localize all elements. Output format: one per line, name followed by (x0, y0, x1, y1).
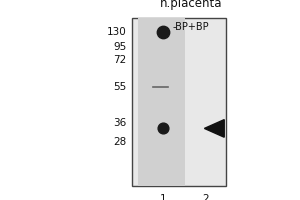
Text: 28: 28 (113, 137, 127, 147)
Text: 130: 130 (107, 27, 127, 37)
Point (161, 31, 166, 34)
Text: 2: 2 (202, 194, 209, 200)
Text: 72: 72 (113, 55, 127, 65)
Polygon shape (204, 120, 224, 137)
Bar (132, 18, 226, 186)
Text: 36: 36 (113, 118, 127, 128)
Bar (138, 18, 185, 186)
Text: 1: 1 (160, 194, 166, 200)
Text: 55: 55 (113, 82, 127, 92)
Text: -BP+BP: -BP+BP (173, 22, 209, 32)
Text: 95: 95 (113, 42, 127, 52)
Point (161, 127, 166, 130)
Text: h.placenta: h.placenta (160, 0, 222, 10)
